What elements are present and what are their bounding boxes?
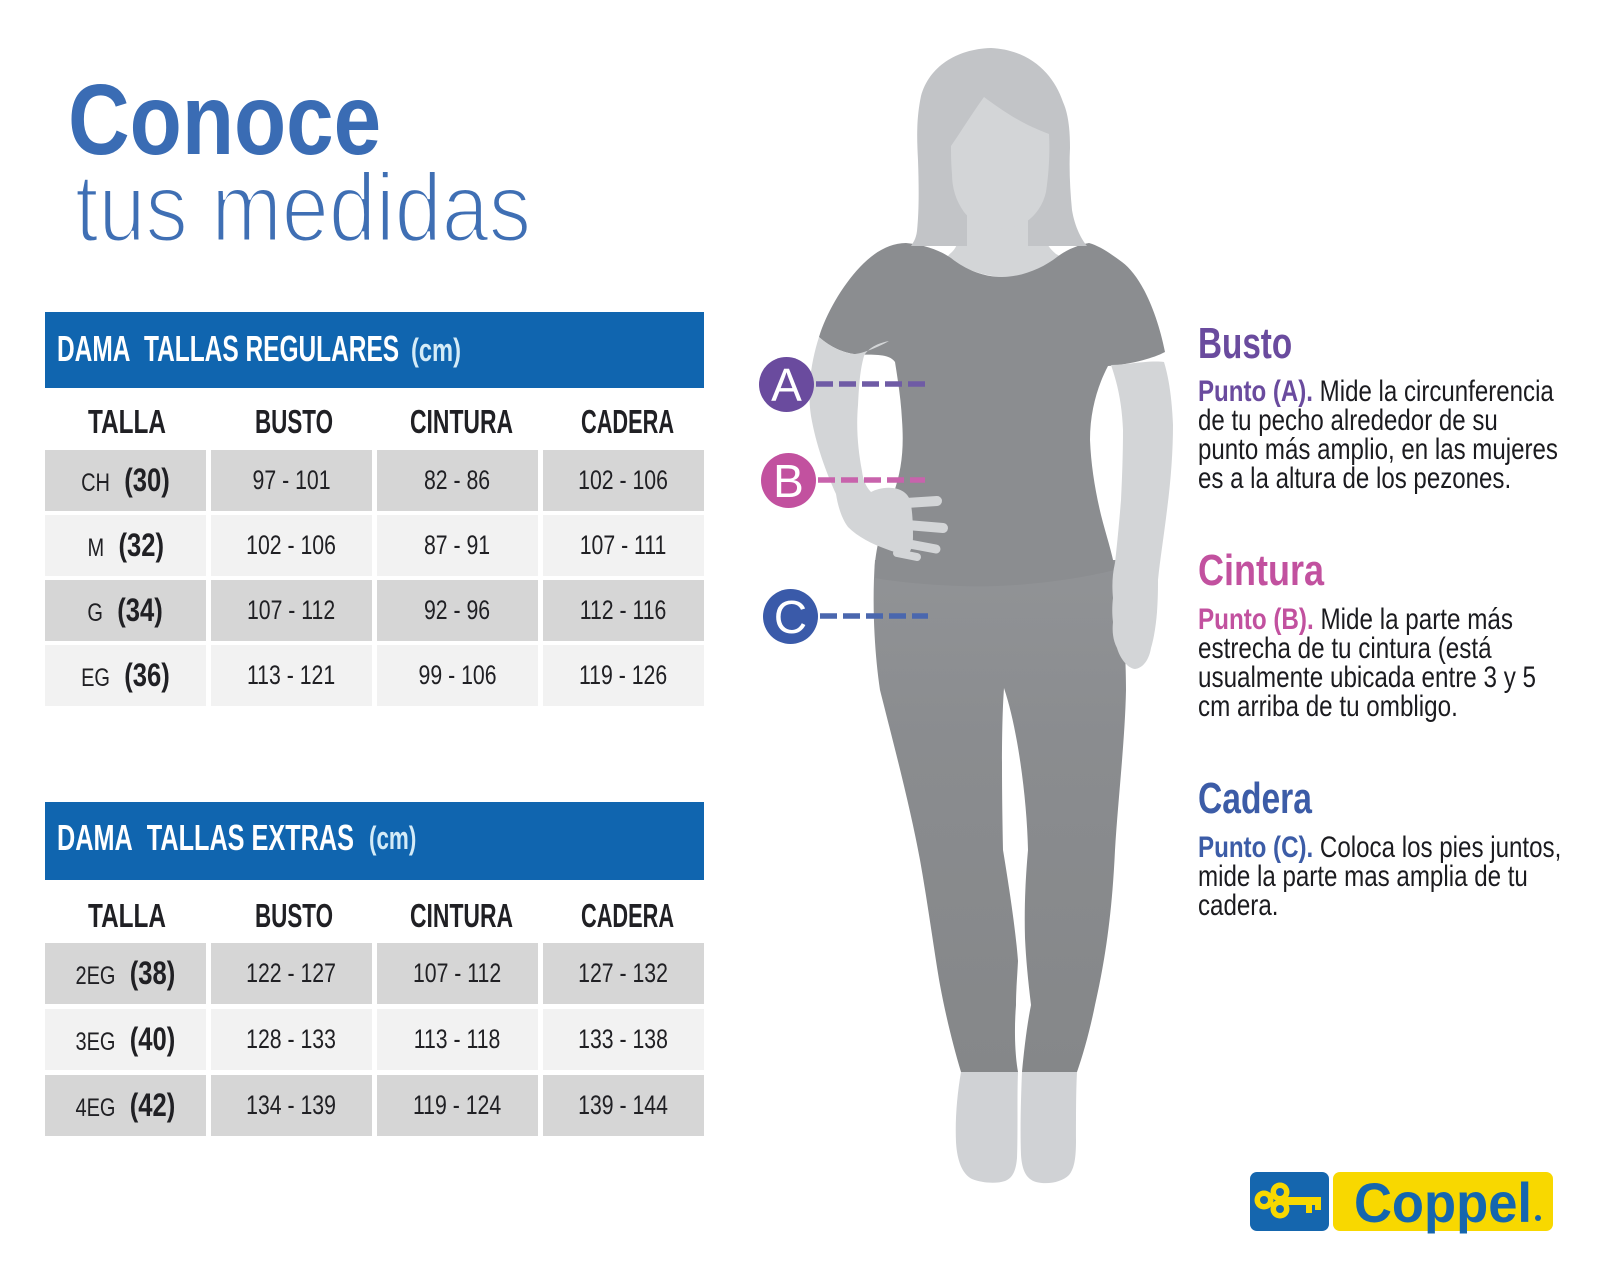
svg-text:Coppel: Coppel — [1354, 1171, 1532, 1234]
